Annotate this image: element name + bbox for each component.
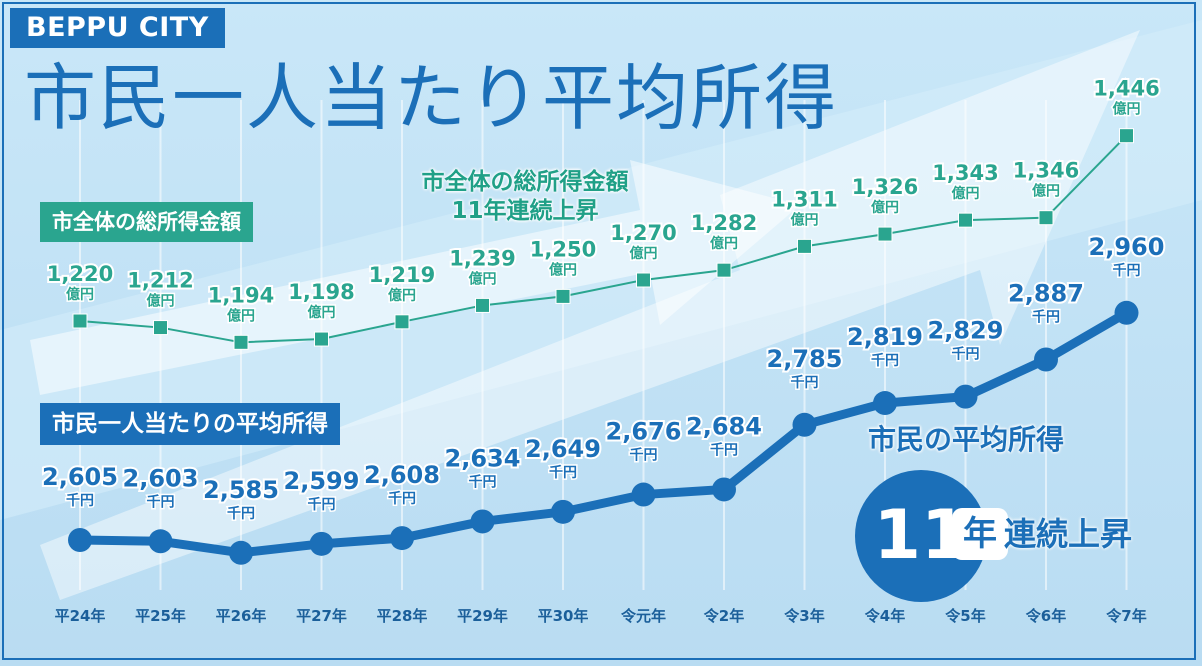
page-title: 市民一人当たり平均所得 [24, 52, 838, 144]
city-label: BEPPU CITY [10, 8, 225, 48]
legend-total-income: 市全体の総所得金額 [40, 202, 253, 242]
total-headline-line1: 市全体の総所得金額 [380, 168, 670, 197]
years-badge-text: 連続上昇 [1004, 512, 1132, 556]
average-income-headline: 市民の平均所得 [868, 421, 1064, 459]
total-income-headline: 市全体の総所得金額 11年連続上昇 [380, 168, 670, 226]
total-headline-line2: 11年連続上昇 [380, 197, 670, 226]
legend-average-income: 市民一人当たりの平均所得 [40, 403, 340, 445]
years-badge-unit: 年 [952, 508, 1008, 560]
